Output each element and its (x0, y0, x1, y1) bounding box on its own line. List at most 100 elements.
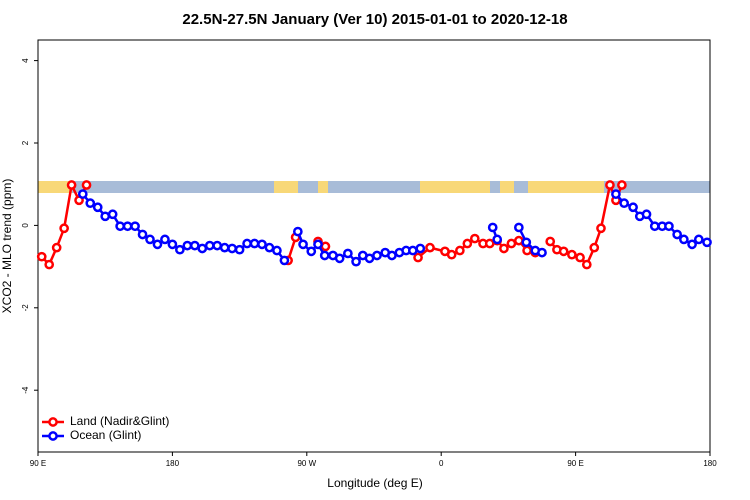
y-tick-label: 0 (21, 223, 30, 228)
point (175, 244, 185, 255)
point (522, 245, 532, 256)
point (227, 243, 237, 254)
point (514, 222, 524, 233)
legend-label: Land (Nadir&Glint) (70, 414, 169, 428)
point (499, 243, 509, 254)
point (137, 229, 148, 240)
point (66, 180, 77, 190)
point (44, 259, 55, 270)
point (492, 234, 503, 245)
point (372, 250, 382, 261)
point (219, 242, 230, 253)
point (264, 242, 275, 253)
y-tick-label: -2 (21, 304, 30, 312)
point (36, 251, 47, 262)
point (415, 243, 426, 254)
point (641, 209, 652, 220)
chart-title: 22.5N-27.5N January (Ver 10) 2015-01-01 … (182, 11, 567, 28)
land-strip (318, 181, 328, 193)
point (687, 239, 697, 250)
point (693, 234, 704, 245)
x-tick-label: 180 (166, 459, 180, 468)
point (649, 221, 660, 232)
point (581, 259, 592, 270)
point (558, 246, 569, 257)
point (234, 244, 245, 255)
x-tick-label: 0 (439, 459, 444, 468)
point (364, 253, 375, 264)
point (152, 239, 163, 250)
y-tick-label: -4 (21, 386, 30, 394)
point (298, 239, 308, 250)
point (167, 239, 178, 250)
point (272, 245, 282, 256)
point (506, 238, 517, 249)
point (107, 209, 118, 220)
point (589, 242, 600, 253)
point (130, 221, 140, 232)
point (664, 221, 674, 232)
y-tick-label: 2 (21, 140, 30, 145)
point (145, 234, 155, 245)
point (313, 239, 323, 250)
land-ocean-strip (38, 181, 710, 193)
point (446, 249, 457, 260)
point (611, 189, 621, 199)
point (605, 180, 615, 190)
point (487, 222, 498, 233)
point (81, 180, 92, 190)
legend: Land (Nadir&Glint)Ocean (Glint) (42, 414, 169, 442)
point (334, 253, 345, 264)
point (619, 198, 629, 209)
point (249, 238, 260, 249)
point (59, 223, 69, 234)
point (596, 223, 606, 234)
point (51, 242, 62, 253)
x-tick-label: 90 E (30, 459, 46, 468)
point (242, 238, 252, 249)
point (92, 202, 103, 213)
y-tick-label: 4 (21, 58, 30, 63)
point (702, 237, 712, 248)
point (182, 240, 193, 251)
plot-frame (37, 39, 711, 453)
point (115, 221, 125, 232)
x-axis-label: Longitude (deg E) (327, 476, 422, 490)
point (100, 211, 111, 222)
point (469, 233, 480, 244)
point (292, 226, 303, 237)
point (521, 237, 532, 248)
point (279, 255, 290, 266)
point (351, 256, 361, 267)
point (197, 243, 208, 254)
point (85, 198, 96, 209)
point (320, 241, 331, 252)
point (407, 245, 418, 256)
point (319, 250, 330, 261)
point (413, 252, 423, 263)
land-strip (528, 181, 604, 193)
point (617, 180, 627, 190)
point (212, 240, 223, 251)
land-strip (38, 181, 72, 193)
point (257, 239, 267, 250)
y-axis-label: XCO2 - MLO trend (ppm) (0, 179, 14, 314)
legend-marker (48, 431, 58, 441)
point (679, 234, 689, 245)
point (484, 238, 495, 249)
point (537, 247, 547, 258)
point (425, 242, 435, 253)
point (387, 250, 397, 261)
land-strip (500, 181, 514, 193)
point (204, 240, 215, 251)
point (545, 236, 556, 247)
point (567, 249, 577, 260)
x-tick-label: 180 (703, 459, 717, 468)
point (628, 202, 638, 213)
point (306, 246, 317, 257)
point (343, 248, 353, 259)
point (462, 238, 473, 249)
point (672, 229, 682, 240)
point (575, 252, 585, 263)
